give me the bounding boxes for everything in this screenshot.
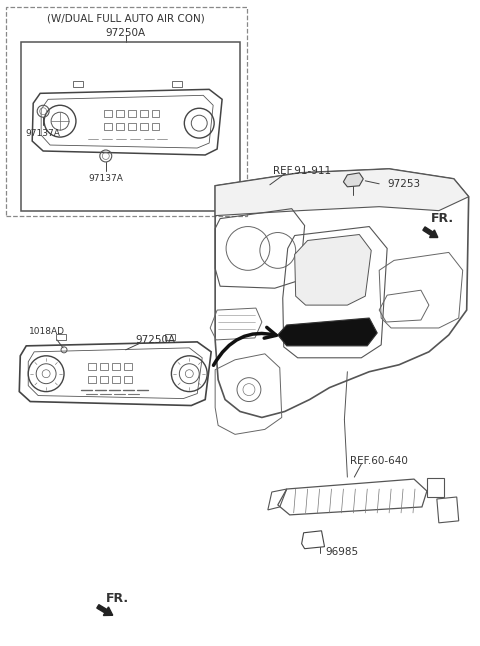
Polygon shape [215,169,468,216]
Text: 1018AD: 1018AD [29,328,65,337]
Bar [116,123,124,130]
Bar [112,376,120,382]
Bar [56,334,66,340]
Bar [152,123,159,130]
Bar [104,110,112,117]
Bar [166,334,175,340]
Bar [172,81,182,87]
Text: 96985: 96985 [325,547,359,557]
Polygon shape [343,173,363,187]
Bar [128,110,136,117]
Text: (W/DUAL FULL AUTO AIR CON): (W/DUAL FULL AUTO AIR CON) [47,14,204,24]
Bar [124,363,132,370]
Bar [88,363,96,370]
Polygon shape [295,234,371,305]
Bar [73,81,83,87]
Bar [112,363,120,370]
Bar [140,110,147,117]
FancyArrow shape [423,227,438,238]
Text: REF.91-911: REF.91-911 [273,166,331,176]
Bar [88,376,96,382]
Bar [152,110,159,117]
Bar [140,123,147,130]
Bar [100,363,108,370]
Text: 97137A: 97137A [88,174,123,183]
Text: FR.: FR. [106,592,129,605]
Text: 97253: 97253 [387,179,420,189]
Text: 97137A: 97137A [26,129,60,138]
Bar [128,123,136,130]
Bar [21,41,240,211]
Polygon shape [278,318,377,346]
Bar [104,123,112,130]
Text: 97250A: 97250A [135,335,176,345]
Text: 97250A: 97250A [106,28,146,37]
Text: REF.60-640: REF.60-640 [350,456,408,466]
Bar [116,110,124,117]
Bar [124,376,132,382]
Bar [100,376,108,382]
FancyArrow shape [97,605,113,616]
Bar [6,7,247,216]
Text: FR.: FR. [431,212,454,225]
